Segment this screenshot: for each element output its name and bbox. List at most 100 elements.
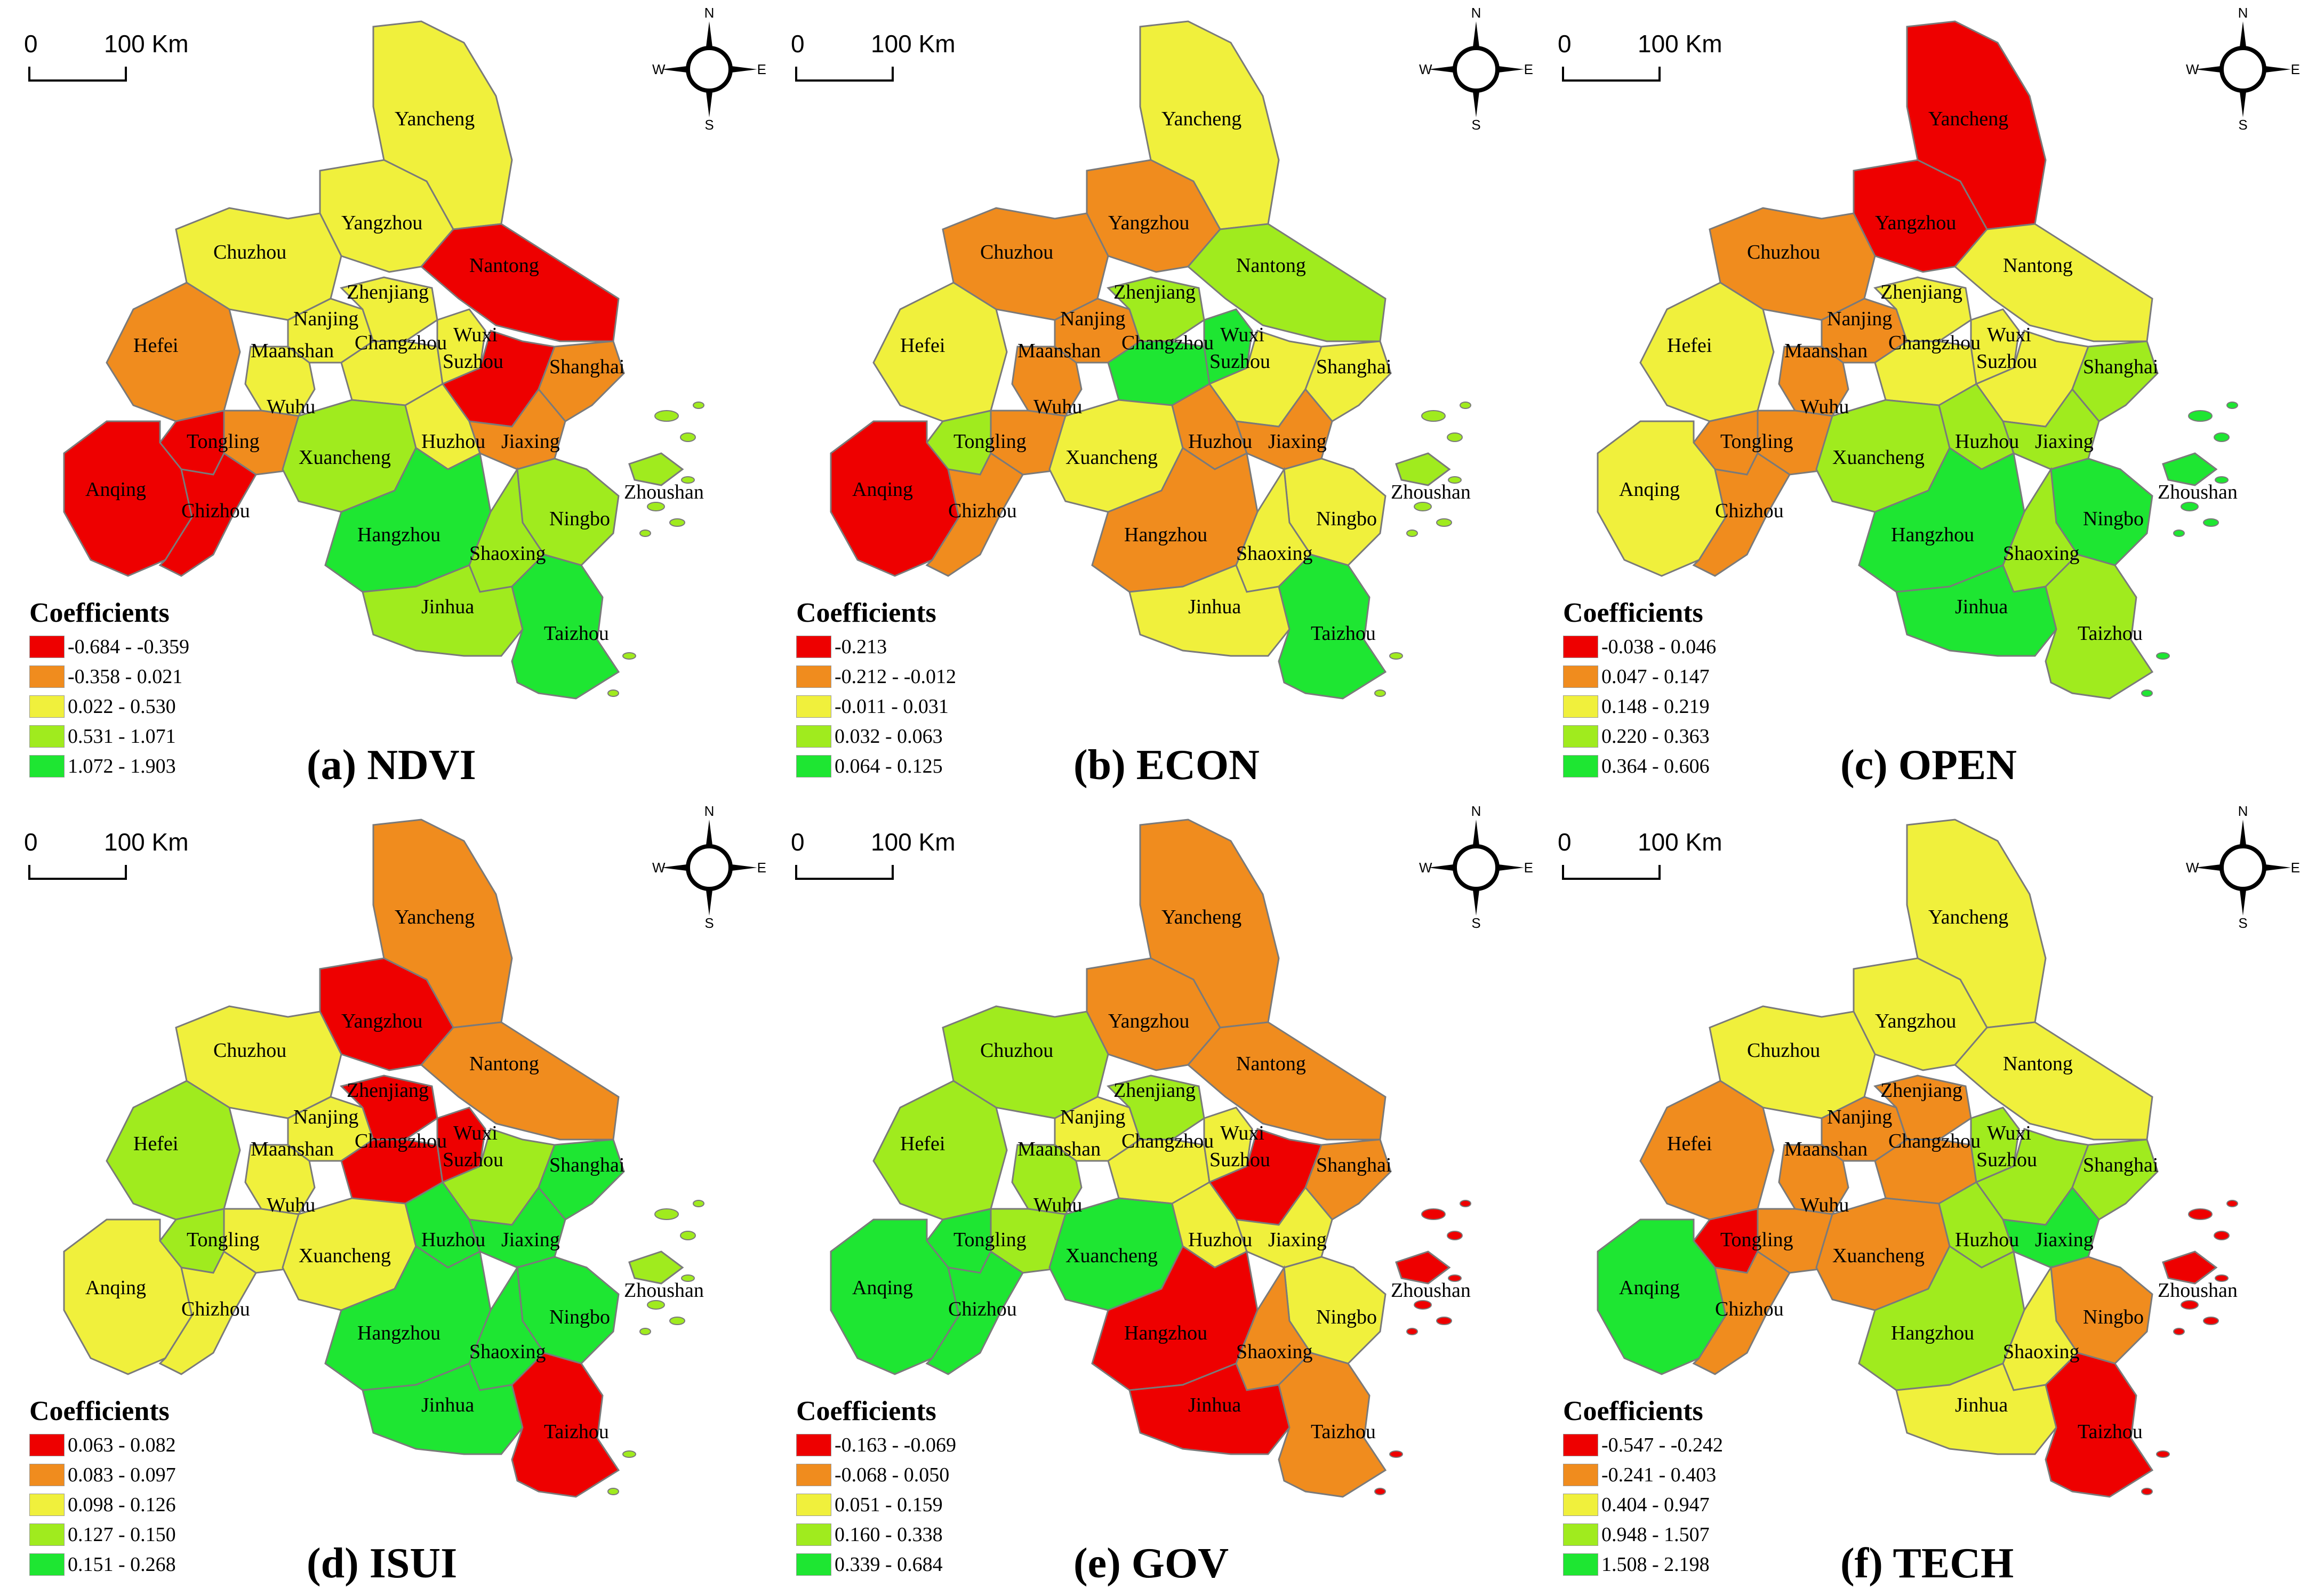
legend-label: 0.098 - 0.126 [68,1494,176,1516]
legend-swatch [1563,1434,1598,1456]
legend: Coefficients -0.213 -0.212 - -0.012 -0.0… [796,597,956,781]
island-shape [622,1450,636,1458]
legend: Coefficients -0.547 - -0.242 -0.241 - 0.… [1563,1396,1723,1579]
compass-n-label: N [704,806,715,819]
legend-item: 0.364 - 0.606 [1563,751,1716,781]
region-nantong [1953,223,2153,342]
legend-item: 0.051 - 0.159 [796,1490,956,1520]
city-label-maanshan: Maanshan [1017,340,1101,362]
city-label-changzhou: Changzhou [355,332,447,354]
island-shape [654,1208,679,1220]
legend-swatch [796,665,831,688]
city-label-hangzhou: Hangzhou [1891,524,1974,546]
legend-swatch [1563,695,1598,718]
city-label-suzhou: Suzhou [443,350,503,373]
legend-label: 0.127 - 0.150 [68,1523,176,1546]
region-chizhou [158,452,257,577]
legend-label: 0.047 - 0.147 [1601,665,1710,688]
region-nantong [420,1021,620,1141]
city-label-xuancheng: Xuancheng [1832,1245,1925,1267]
city-label-jiaxing: Jiaxing [1268,1229,1327,1251]
compass-rose: N S W E [2186,5,2300,133]
city-label-shaoxing: Shaoxing [469,542,546,565]
legend-label: 0.063 - 0.082 [68,1434,176,1456]
legend: Coefficients -0.038 - 0.046 0.047 - 0.14… [1563,597,1716,781]
legend-swatch [1563,725,1598,748]
scale-bar: 0 100 Km [24,828,189,886]
legend-swatch [1563,1553,1598,1576]
city-label-huzhou: Huzhou [421,1229,485,1251]
city-label-yangzhou: Yangzhou [1108,212,1189,234]
compass-s-label: S [1471,915,1480,929]
legend-item: 1.508 - 2.198 [1563,1550,1723,1579]
legend-swatch [796,636,831,658]
scale-bar-line [28,865,127,880]
city-label-xuancheng: Xuancheng [1065,446,1158,469]
region-taizhou [1278,554,1387,700]
island-shape [1448,1274,1462,1282]
city-label-nantong: Nantong [469,254,539,277]
city-label-jinhua: Jinhua [1955,1394,2008,1416]
map-panel: Yancheng Yangzhou Chuzhou Nantong Nanjing Zhe… [0,0,766,798]
city-label-hefei: Hefei [900,1133,945,1155]
region-chizhou [1692,1250,1791,1375]
scale-distance-label: 100 Km [871,828,956,856]
city-label-yangzhou: Yangzhou [1875,212,1956,234]
legend-item: 0.083 - 0.097 [29,1460,176,1490]
compass-w-label: W [2186,860,2199,876]
city-label-wuxi: Wuxi [1987,324,2031,346]
city-label-jinhua: Jinhua [1188,1394,1241,1416]
panel-caption: (c) OPEN [1840,742,2017,789]
island-shape [2214,1231,2230,1240]
city-label-wuxi: Wuxi [453,324,498,346]
city-label-maanshan: Maanshan [1784,340,1868,362]
map-canvas: Yancheng Yangzhou Chuzhou Nantong Nanjing Zhe… [830,20,1471,700]
island-shape [622,652,636,660]
compass-s-label: S [1471,117,1480,131]
scale-distance-label: 100 Km [104,828,189,856]
city-label-chuzhou: Chuzhou [213,1039,286,1062]
legend-item: -0.684 - -0.359 [29,632,189,662]
compass-rose: N S W E [1419,803,1533,931]
legend-swatch [29,665,65,688]
legend-title: Coefficients [29,598,170,628]
city-label-zhenjiang: Zhenjiang [347,281,429,303]
panel-caption: (a) NDVI [307,742,476,789]
legend-swatch [29,1494,65,1516]
legend-label: 0.051 - 0.159 [835,1494,943,1516]
legend-label: 0.531 - 1.071 [68,725,176,748]
legend-item: -0.163 - -0.069 [796,1430,956,1460]
city-label-xuancheng: Xuancheng [299,446,391,469]
legend-item: 0.339 - 0.684 [796,1550,956,1579]
island-shape [2181,1300,2199,1310]
island-shape [2181,502,2199,511]
region-zhoushan [2162,1250,2218,1285]
city-label-wuxi: Wuxi [453,1122,498,1144]
region-maanshan [1778,346,1849,417]
island-shape [607,689,619,697]
city-label-wuhu: Wuhu [1800,396,1849,418]
legend-swatch [796,1523,831,1546]
city-label-taizhou: Taizhou [2078,622,2143,645]
legend-label: 0.160 - 0.338 [835,1523,943,1546]
city-label-jiaxing: Jiaxing [2035,430,2094,453]
legend-title: Coefficients [1563,598,1703,628]
city-label-hefei: Hefei [133,334,178,357]
city-label-wuxi: Wuxi [1220,324,1264,346]
city-label-yancheng: Yancheng [1161,906,1241,928]
city-label-jinhua: Jinhua [1188,596,1241,618]
region-maanshan [1011,1144,1083,1215]
city-label-maanshan: Maanshan [1017,1138,1101,1160]
city-label-hangzhou: Hangzhou [357,524,440,546]
city-label-hefei: Hefei [1667,1133,1712,1155]
city-label-chuzhou: Chuzhou [213,241,286,263]
island-shape [2173,530,2185,537]
city-label-zhoushan: Zhoushan [2158,481,2238,503]
city-label-anqing: Anqing [852,1277,913,1299]
legend-label: -0.241 - 0.403 [1601,1464,1717,1486]
compass-s-label: S [2238,117,2247,131]
city-label-maanshan: Maanshan [1784,1138,1868,1160]
city-label-suzhou: Suzhou [1209,350,1270,373]
city-label-shanghai: Shanghai [549,356,624,378]
legend-item: 0.531 - 1.071 [29,721,189,751]
